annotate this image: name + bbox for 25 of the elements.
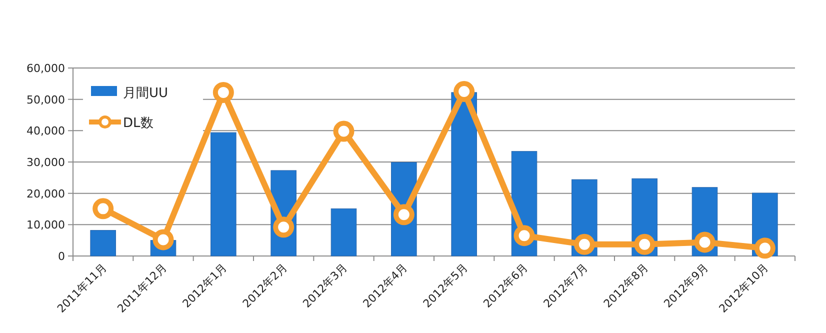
y-tick-label: 30,000 bbox=[26, 156, 65, 169]
point bbox=[273, 216, 294, 238]
point bbox=[212, 82, 234, 103]
point bbox=[754, 238, 776, 259]
y-tick-label: 0 bbox=[58, 250, 65, 263]
point bbox=[514, 225, 535, 246]
legend-label: DL数 bbox=[123, 116, 154, 131]
point bbox=[152, 229, 174, 250]
y-tick-label: 40,000 bbox=[26, 124, 65, 138]
y-tick-label: 50,000 bbox=[26, 93, 65, 106]
point bbox=[694, 232, 716, 253]
point bbox=[393, 204, 414, 226]
y-tick-label: 60,000 bbox=[26, 62, 65, 75]
point bbox=[574, 234, 595, 255]
point bbox=[634, 234, 656, 255]
point bbox=[454, 81, 475, 102]
bar bbox=[210, 132, 236, 256]
legend-label: 月間UU bbox=[123, 86, 168, 101]
y-tick-label: 20,000 bbox=[26, 187, 65, 200]
point bbox=[92, 198, 114, 220]
bar bbox=[451, 92, 477, 256]
point bbox=[333, 120, 354, 142]
bar bbox=[330, 208, 357, 256]
bar bbox=[90, 230, 116, 256]
y-tick-label: 10,000 bbox=[26, 218, 65, 232]
